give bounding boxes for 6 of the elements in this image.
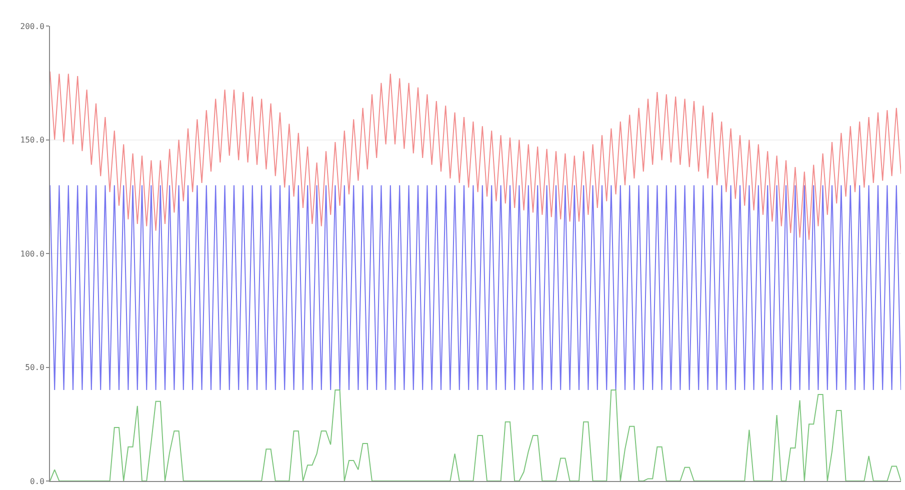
y-tick-label: 100.0	[20, 249, 45, 258]
y-tick-label: 200.0	[20, 22, 45, 31]
y-tick-label: 150.0	[20, 136, 45, 145]
line-series	[50, 71, 901, 240]
y-tick-label: 50.0	[25, 363, 45, 372]
y-tick-label: 0.0	[30, 476, 45, 486]
